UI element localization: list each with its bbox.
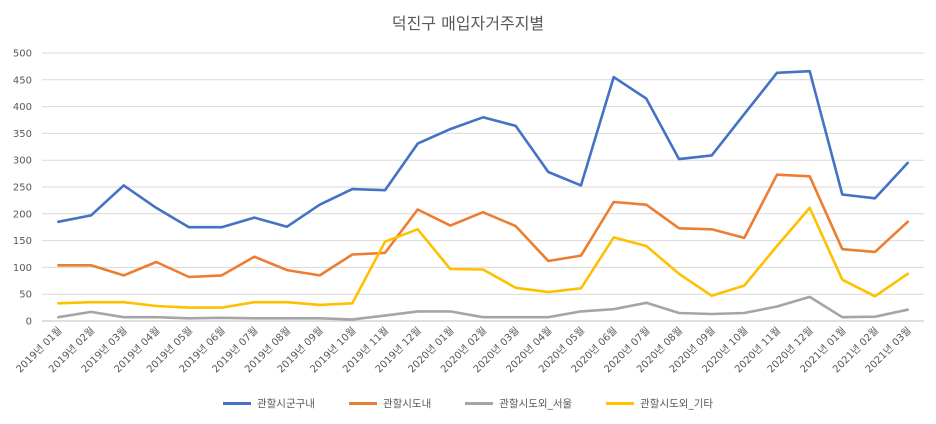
y-tick-label: 300 (13, 156, 32, 167)
series-line-2 (56, 173, 910, 279)
y-tick-label: 0 (26, 317, 32, 328)
legend-label: 관할시도외_기타 (640, 398, 714, 410)
legend-swatch (606, 402, 635, 405)
legend-label: 관할시도내 (382, 398, 432, 410)
y-tick-label: 100 (13, 263, 32, 274)
y-tick-label: 500 (13, 49, 32, 60)
legend-item-4: 관할시도외_기타 (606, 396, 713, 411)
legend-swatch (465, 402, 494, 405)
y-tick-label: 450 (13, 75, 32, 86)
legend-label: 관할시군구내 (256, 398, 315, 410)
y-tick-label: 200 (13, 209, 32, 220)
legend: 관할시군구내 관할시도내 관할시도외_서울 관할시도외_기타 (0, 396, 936, 411)
y-tick-label: 150 (13, 236, 32, 247)
y-tick-label: 50 (19, 290, 32, 301)
y-tick-label: 400 (13, 102, 32, 113)
series-line-1 (56, 69, 910, 229)
y-tick-label: 350 (13, 129, 32, 140)
legend-label: 관할시도외_서울 (499, 398, 573, 410)
legend-item-3: 관할시도외_서울 (465, 396, 572, 411)
legend-item-2: 관할시도내 (348, 396, 432, 411)
series-line-4 (56, 206, 910, 309)
chart-title: 덕진구 매입자거주지별 (391, 14, 545, 33)
series-lines (56, 69, 910, 321)
y-tick-label: 250 (13, 183, 32, 194)
series-line-3 (56, 295, 910, 321)
legend-swatch (348, 402, 377, 405)
gridlines (42, 52, 924, 322)
legend-item-1: 관할시군구내 (222, 396, 315, 411)
y-axis-ticks: 0 50 100 150 200 250 300 350 400 450 500 (13, 49, 32, 328)
legend-swatch (222, 402, 251, 405)
